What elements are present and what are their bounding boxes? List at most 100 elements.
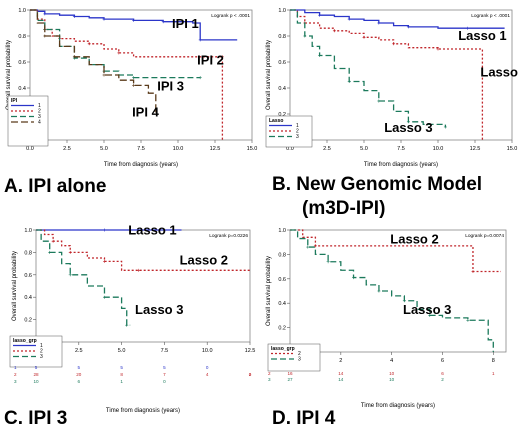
legend-entry: 3 (298, 357, 301, 363)
x-tick-label: 7.5 (397, 146, 405, 152)
legend-entry: 1 (40, 343, 43, 349)
legend-entry: 2 (40, 349, 43, 355)
y-axis-label: Overall survival probability (12, 251, 18, 321)
series-annotation: Lasso 1 (458, 28, 506, 43)
legend-entry: 3 (40, 354, 43, 360)
km-chart-b: 0.00.20.40.60.81.00.02.55.07.510.012.515… (265, 8, 520, 168)
y-tick-label: 1.0 (278, 8, 286, 14)
legend-entry: 2 (38, 109, 41, 115)
risk-table-count: 10 (389, 371, 395, 376)
risk-table-count: 27 (287, 377, 293, 382)
series-annotation: Lasso 2 (480, 64, 520, 79)
x-tick-label: 6 (441, 358, 444, 364)
x-tick-label: 2.5 (63, 146, 71, 152)
series-line-2 (30, 9, 224, 140)
caption-b-line2: (m3D-IPI) (302, 198, 386, 219)
x-tick-label: 12.5 (470, 146, 481, 152)
risk-table-count: 5 (120, 365, 123, 370)
legend-entry: 2 (298, 351, 301, 357)
legend-entry: 1 (38, 103, 41, 109)
risk-table-count: 5 (163, 365, 166, 370)
y-tick-label: 0.6 (278, 60, 286, 66)
legend-box (267, 343, 321, 372)
series-annotation: Lasso 2 (180, 253, 228, 268)
series-line-4 (30, 9, 157, 112)
risk-table-count: 8 (120, 372, 123, 377)
risk-table-count: 4 (206, 372, 209, 377)
y-tick-label: 0.4 (18, 86, 26, 92)
y-tick-label: 0.2 (278, 326, 286, 332)
y-tick-label: 0.8 (278, 252, 286, 258)
km-panel-c: 0.00.20.40.60.81.00.02.55.07.510.012.5Ti… (0, 216, 260, 432)
risk-table-count: 16 (287, 371, 293, 376)
plot-frame (35, 229, 251, 343)
risk-table-count: 10 (33, 379, 39, 384)
series-annotation: Lasso 3 (384, 120, 432, 135)
series-annotation: IPI 4 (132, 105, 160, 120)
y-tick-label: 1.0 (24, 228, 32, 234)
x-tick-label: 5.0 (100, 146, 108, 152)
y-tick-label: 0.4 (278, 86, 286, 92)
risk-table-count: 0 (249, 372, 252, 377)
x-tick-label: 8 (492, 358, 495, 364)
y-tick-label: 0.6 (24, 273, 32, 279)
series-annotation: Lasso 1 (128, 222, 176, 237)
legend-title: lasso_grp (271, 346, 295, 352)
risk-table-count: 14 (338, 371, 344, 376)
x-tick-label: 2 (339, 358, 342, 364)
risk-table-group: 3 (14, 379, 17, 384)
km-chart-d: 0.00.20.40.60.81.002468Time from diagnos… (266, 228, 507, 409)
y-axis-label: Overall survival probability (266, 40, 272, 110)
y-tick-label: 0.6 (18, 60, 26, 66)
x-tick-label: 10.0 (173, 146, 184, 152)
pvalue-label: Logrank p < .0001 (211, 13, 250, 19)
y-tick-label: 0.4 (278, 301, 286, 307)
x-tick-label: 12.5 (245, 348, 256, 354)
x-tick-label: 5.0 (360, 146, 368, 152)
risk-table-count: 5 (35, 365, 38, 370)
legend-entry: 2 (296, 129, 299, 135)
series-line-1 (30, 9, 238, 41)
legend-title: lasso_grp (13, 338, 37, 344)
risk-table-count: 2 (441, 377, 444, 382)
x-tick-label: 10.0 (202, 348, 213, 354)
x-tick-label: 10.0 (433, 146, 444, 152)
km-panel-a: 0.00.20.40.60.81.00.02.55.07.510.012.515… (0, 0, 260, 215)
y-tick-label: 0.2 (24, 318, 32, 324)
y-tick-label: 0.4 (24, 295, 32, 301)
risk-table-count: 7 (163, 372, 166, 377)
series-line-2 (290, 9, 484, 140)
x-tick-label: 15.0 (507, 146, 518, 152)
y-tick-label: 0.8 (24, 250, 32, 256)
y-axis-label: Overall survival probability (6, 40, 12, 110)
x-tick-label: 5.0 (118, 348, 126, 354)
risk-table-count: 1 (120, 379, 123, 384)
risk-table-count: 14 (338, 377, 344, 382)
legend-title: IPI (11, 98, 18, 104)
risk-table-count: 6 (78, 379, 81, 384)
series-line-3 (290, 229, 494, 352)
risk-table-count: 0 (206, 365, 209, 370)
y-tick-label: 0.8 (18, 34, 26, 40)
x-tick-label: 0.0 (26, 146, 34, 152)
legend-entry: 1 (296, 123, 299, 129)
series-annotation: Lasso 3 (403, 302, 451, 317)
x-tick-label: 2.5 (323, 146, 331, 152)
series-annotation: IPI 2 (197, 53, 224, 68)
risk-table-count: 1 (492, 371, 495, 376)
x-tick-label: 15.0 (247, 146, 258, 152)
risk-table-count: 6 (441, 371, 444, 376)
series-annotation: Lasso 2 (390, 231, 438, 246)
caption-a: A. IPI alone (4, 176, 107, 197)
x-tick-label: 7.5 (137, 146, 145, 152)
legend-entry: 3 (38, 114, 41, 120)
plot-frame (289, 229, 507, 353)
risk-table-group: 2 (14, 372, 17, 377)
km-chart-a: 0.00.20.40.60.81.00.02.55.07.510.012.515… (6, 8, 258, 168)
y-tick-label: 0.2 (278, 112, 286, 118)
risk-table-count: 0 (163, 379, 166, 384)
x-axis-label: Time from diagnosis (years) (361, 403, 435, 409)
x-tick-label: 4 (390, 358, 393, 364)
caption-b-line1: B. New Genomic Model (272, 174, 483, 195)
plot-frame (29, 9, 253, 141)
